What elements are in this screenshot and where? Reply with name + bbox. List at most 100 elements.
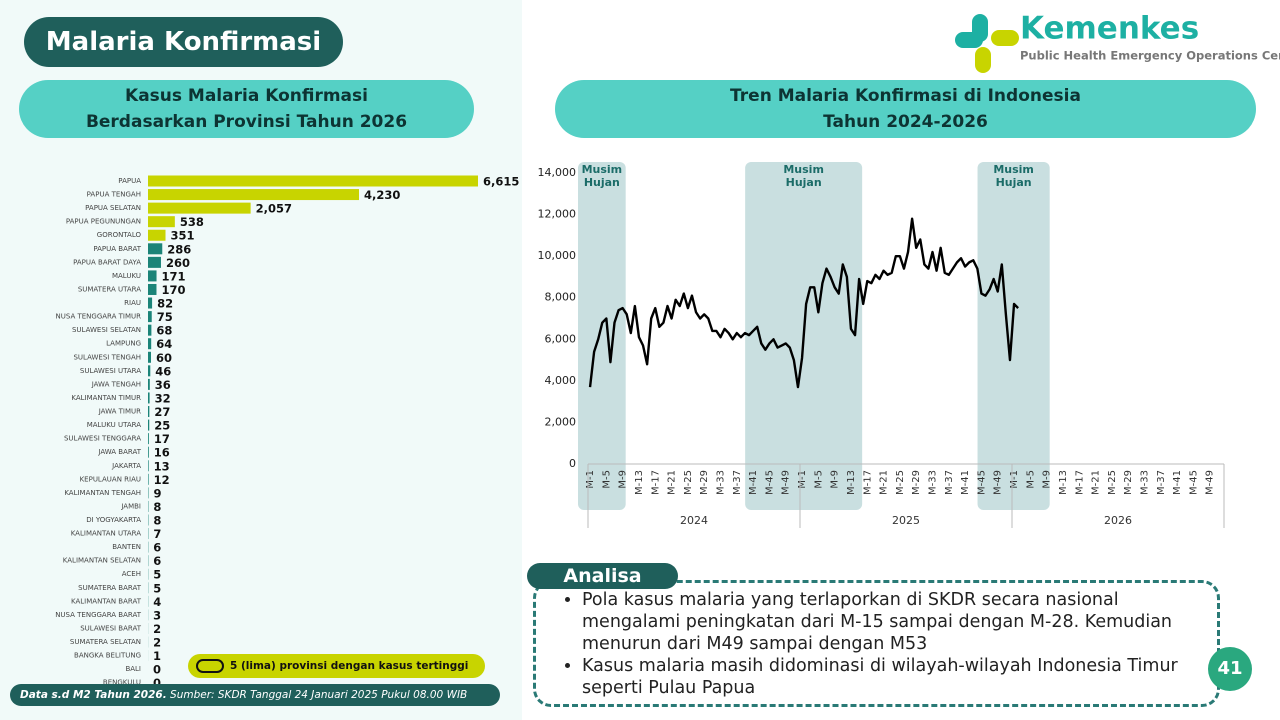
page-number: 41 (1208, 647, 1252, 691)
value-label: 60 (156, 351, 172, 365)
value-label: 82 (157, 297, 173, 311)
bar (148, 202, 251, 214)
y-tick-label: 8,000 (545, 291, 577, 304)
y-tick-label: KALIMANTAN UTARA (71, 530, 141, 538)
x-tick-label: M-41 (960, 470, 971, 495)
x-tick-label: M-37 (732, 470, 743, 495)
y-tick-label: PAPUA SELATAN (85, 204, 141, 212)
x-tick-label: M-21 (1091, 470, 1102, 495)
x-tick-label: M-45 (976, 470, 987, 495)
y-tick-label: BANGKA BELITUNG (74, 652, 141, 660)
x-tick-label: M-45 (764, 470, 775, 495)
x-tick-label: M-37 (944, 470, 955, 495)
y-tick-label: SULAWESI TENGGARA (64, 435, 141, 443)
bar (148, 270, 157, 282)
x-tick-label: M-17 (1074, 470, 1085, 495)
value-label: 9 (153, 486, 161, 500)
band-label: Musim Hujan (783, 163, 824, 189)
x-tick-label: M-49 (1205, 470, 1216, 495)
y-tick-label: NUSA TENGGARA BARAT (55, 611, 142, 619)
chart-title: Tren Malaria Konfirmasi di Indonesia (730, 86, 1081, 106)
x-tick-label: M-37 (1156, 470, 1167, 495)
y-tick-label: SULAWESI SELATAN (72, 326, 141, 334)
y-tick-label: SUMATERA UTARA (78, 285, 141, 293)
x-tick-label: M-1 (585, 470, 596, 489)
y-tick-label: LAMPUNG (106, 340, 141, 348)
value-label: 13 (154, 459, 170, 473)
bar (148, 324, 152, 336)
bar (148, 283, 157, 295)
value-label: 351 (171, 229, 195, 243)
value-label: 538 (180, 215, 204, 229)
value-label: 6 (153, 554, 161, 568)
value-label: 6 (153, 541, 161, 555)
footer-source: Sumber: SKDR Tanggal 24 Januari 2025 Puk… (170, 689, 468, 701)
x-tick-label: M-33 (1140, 470, 1151, 495)
value-label: 0 (153, 663, 161, 677)
y-tick-label: NUSA TENGGARA TIMUR (56, 313, 142, 321)
bar (148, 378, 150, 390)
bar (148, 297, 153, 309)
y-tick-label: JAWA BARAT (97, 448, 141, 456)
x-tick-label: M-25 (683, 470, 694, 495)
value-label: 171 (162, 269, 186, 283)
bar (148, 406, 150, 418)
y-tick-label: BENGKULU (103, 679, 141, 687)
bar (148, 446, 149, 458)
x-tick-label: M-33 (928, 470, 939, 495)
x-tick-label: M-45 (1188, 470, 1199, 495)
slide-title: Malaria Konfirmasi (24, 17, 343, 67)
y-tick-label: SUMATERA BARAT (78, 584, 142, 592)
y-tick-label: KEPULAUAN RIAU (80, 475, 141, 483)
value-label: 260 (166, 256, 190, 270)
x-tick-label: M-21 (879, 470, 890, 495)
y-tick-label: PAPUA BARAT DAYA (73, 258, 141, 266)
value-label: 2 (153, 636, 161, 650)
y-tick-label: 4,000 (545, 374, 577, 387)
value-label: 2,057 (256, 202, 292, 216)
value-label: 6,615 (483, 175, 519, 189)
y-tick-label: JAMBI (120, 502, 141, 510)
x-tick-label: M-9 (830, 470, 841, 489)
bar-chart-header: Kasus Malaria Konfirmasi Berdasarkan Prov… (19, 80, 474, 138)
value-label: 36 (155, 378, 171, 392)
trend-line (588, 217, 1019, 389)
y-tick-label: KALIMANTAN SELATAN (63, 557, 141, 565)
y-tick-label: DI YOGYAKARTA (86, 516, 141, 524)
bar (148, 243, 163, 255)
analysis-bullet: Kasus malaria masih didominasi di wilaya… (582, 655, 1203, 699)
y-tick-label: 0 (569, 457, 576, 470)
y-tick-label: SULAWESI UTARA (80, 367, 141, 375)
x-tick-label: M-29 (699, 470, 710, 495)
y-tick-label: PAPUA (118, 177, 141, 185)
value-label: 68 (156, 324, 172, 338)
bar (148, 256, 161, 268)
x-tick-label: M-49 (993, 470, 1004, 495)
bar (148, 392, 150, 404)
y-tick-label: 6,000 (545, 332, 577, 345)
y-tick-label: RIAU (124, 299, 141, 307)
value-label: 75 (157, 310, 173, 324)
analysis-title: Analisa (527, 563, 678, 589)
x-tick-label: M-29 (1123, 470, 1134, 495)
x-tick-label: M-33 (716, 470, 727, 495)
value-label: 3 (153, 608, 161, 622)
value-label: 17 (154, 432, 170, 446)
y-tick-label: BANTEN (112, 543, 141, 551)
footer: Data s.d M2 Tahun 2026. Sumber: SKDR Tan… (10, 684, 500, 706)
y-tick-label: JAWA TIMUR (98, 408, 141, 416)
bar (148, 189, 360, 201)
value-label: 7 (153, 527, 161, 541)
band-label: Musim Hujan (993, 163, 1034, 189)
value-label: 0 (153, 676, 161, 690)
value-label: 5 (153, 568, 161, 582)
x-group-label: 2025 (892, 514, 920, 527)
value-label: 170 (161, 283, 185, 297)
analysis-box: Pola kasus malaria yang terlaporkan di S… (533, 580, 1220, 707)
value-label: 46 (155, 364, 171, 378)
y-tick-label: KALIMANTAN TENGAH (64, 489, 141, 497)
x-tick-label: M-17 (650, 470, 661, 495)
x-tick-label: M-25 (1107, 470, 1118, 495)
value-label: 16 (154, 446, 170, 460)
value-label: 5 (153, 581, 161, 595)
